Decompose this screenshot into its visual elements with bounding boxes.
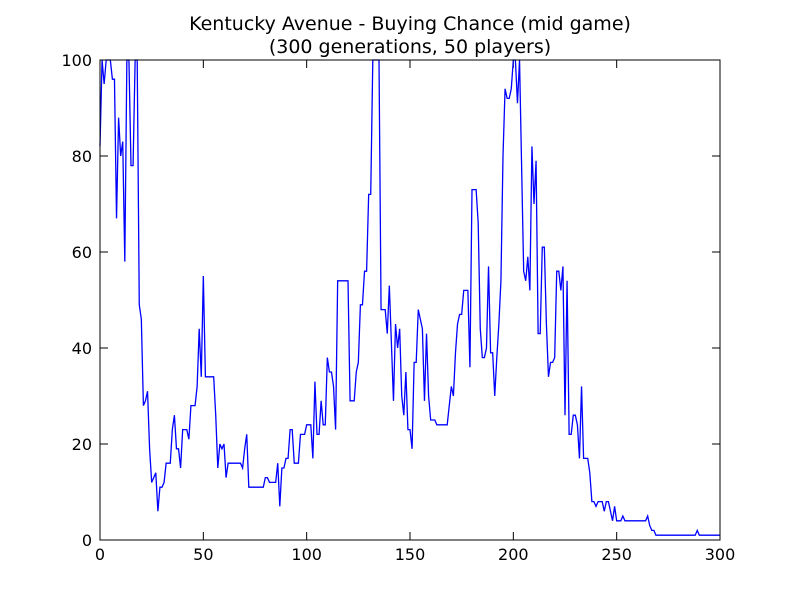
x-tick-label: 0 — [95, 545, 105, 564]
x-tick-label: 300 — [705, 545, 736, 564]
y-tick-label: 0 — [82, 531, 92, 550]
x-tick-label: 150 — [395, 545, 426, 564]
y-tick-label: 20 — [72, 435, 92, 454]
x-tick-label: 250 — [601, 545, 632, 564]
y-tick-label: 60 — [72, 243, 92, 262]
y-tick-label: 40 — [72, 339, 92, 358]
x-tick-label: 50 — [193, 545, 213, 564]
y-tick-label: 100 — [61, 51, 92, 70]
y-tick-label: 80 — [72, 147, 92, 166]
plot-frame — [99, 59, 721, 541]
chart-subtitle: (300 generations, 50 players) — [269, 36, 551, 58]
x-tick-label: 100 — [291, 545, 322, 564]
x-tick-label: 200 — [498, 545, 529, 564]
data-line — [99, 59, 720, 536]
chart-title: Kentucky Avenue - Buying Chance (mid gam… — [189, 13, 631, 35]
